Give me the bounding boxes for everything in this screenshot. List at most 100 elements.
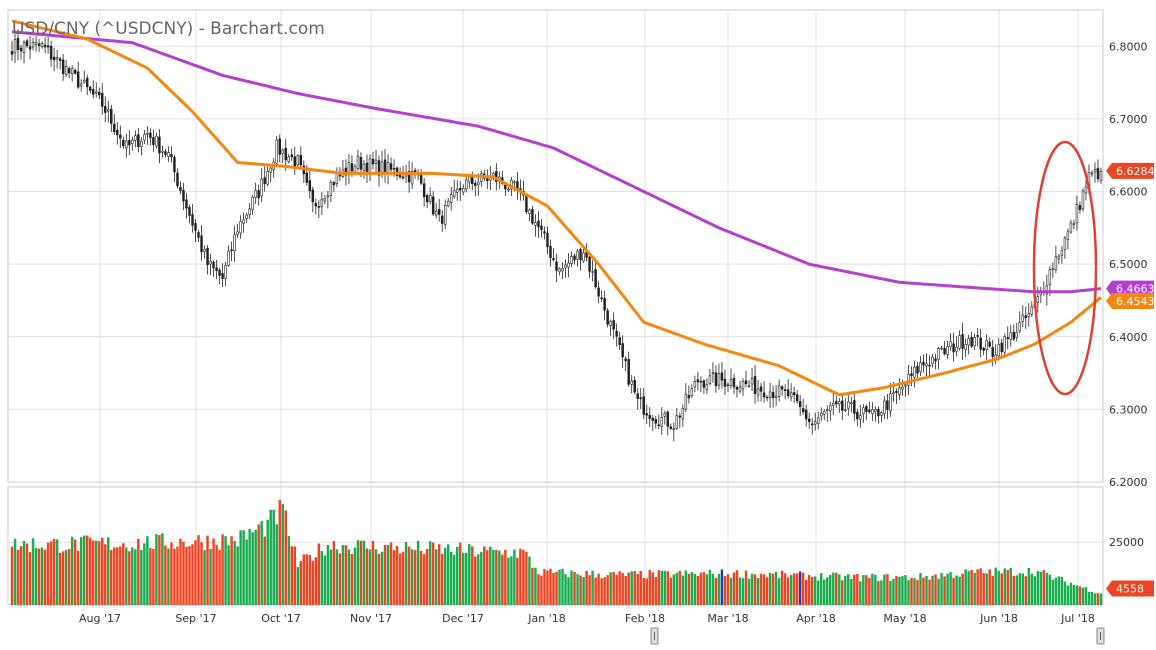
volume-bar — [443, 547, 447, 605]
candle — [949, 332, 952, 351]
candle-body-up — [567, 262, 570, 268]
candle-body-up — [576, 250, 579, 260]
volume-bar — [792, 573, 796, 605]
volume-bars — [10, 499, 1103, 605]
candle-body-down — [278, 138, 281, 155]
candle — [660, 407, 664, 435]
volume-bar — [874, 574, 877, 605]
volume-bar — [904, 575, 907, 605]
volume-bar — [492, 549, 495, 605]
volume-bar — [937, 578, 940, 605]
candle-body-down — [642, 396, 645, 415]
candle-body-up — [940, 347, 943, 350]
candle — [209, 253, 212, 276]
candle-body-up — [813, 421, 817, 425]
volume-bar — [780, 570, 784, 605]
candle — [880, 411, 883, 423]
volume-bar — [480, 552, 483, 605]
candle-body-down — [868, 409, 871, 413]
candle — [913, 360, 916, 388]
candle-body-up — [254, 190, 257, 198]
candle-body-down — [52, 56, 56, 61]
candle — [155, 132, 158, 149]
candle — [158, 129, 161, 164]
ma-long-tag-label: 6.4663 — [1116, 283, 1155, 296]
candle-body-up — [756, 388, 760, 396]
candle — [826, 405, 829, 422]
volume-bar — [726, 574, 730, 605]
volume-bar — [1069, 582, 1073, 605]
candle — [537, 211, 540, 238]
candle — [58, 56, 62, 70]
candle-body-down — [910, 373, 913, 376]
volume-bar — [1027, 567, 1031, 605]
candle-body-down — [795, 394, 799, 402]
candle — [1006, 326, 1009, 350]
volume-bar — [317, 543, 321, 605]
volume-bar — [122, 543, 125, 605]
candle — [807, 412, 811, 429]
candle — [323, 195, 327, 205]
candle-body-down — [350, 163, 354, 172]
candle — [161, 145, 164, 158]
candle — [140, 137, 143, 156]
volume-bar — [1015, 575, 1019, 605]
candle — [326, 190, 330, 209]
candle — [645, 404, 648, 425]
candle — [708, 368, 712, 386]
volume-bar — [768, 572, 772, 605]
volume-bar — [801, 572, 805, 605]
candle — [434, 203, 438, 219]
scroll-handle-left[interactable] — [650, 627, 659, 645]
volume-bar — [365, 548, 369, 605]
candle-body-up — [40, 43, 44, 48]
volume-bar — [913, 578, 916, 605]
candle-body-up — [1018, 322, 1022, 332]
candle-body-up — [1099, 170, 1103, 181]
volume-bar — [347, 549, 351, 605]
candle-body-up — [819, 412, 823, 417]
candle-body-up — [296, 155, 300, 166]
candle — [149, 128, 152, 146]
candle-body-down — [666, 411, 670, 427]
candle-body-up — [675, 415, 679, 429]
volume-bar — [798, 571, 802, 605]
candle-body-up — [443, 205, 447, 225]
volume-bar — [338, 553, 342, 605]
candle-body-down — [170, 154, 173, 158]
volume-bar — [621, 573, 624, 605]
candle — [558, 267, 561, 276]
candle-body-up — [564, 264, 567, 269]
candle-body-down — [149, 132, 152, 139]
candle-body-up — [248, 208, 251, 215]
volume-bar — [735, 570, 739, 605]
volume-bar — [79, 537, 83, 605]
candle-body-up — [161, 150, 164, 153]
candle — [200, 225, 203, 261]
volume-bar — [883, 574, 886, 605]
volume-bar — [344, 545, 348, 605]
price-tick-label: 6.5000 — [1109, 258, 1148, 271]
volume-bar — [143, 543, 146, 605]
volume-bar — [606, 575, 609, 605]
candle-body-down — [877, 408, 880, 417]
volume-bar — [49, 541, 53, 605]
candle — [606, 308, 609, 328]
volume-bar — [98, 541, 101, 605]
candle-body-up — [660, 417, 664, 427]
candle — [236, 224, 239, 238]
candle — [594, 259, 597, 289]
volume-bar — [943, 576, 946, 605]
volume-bar — [167, 548, 170, 605]
candle — [798, 394, 802, 416]
candle-body-down — [28, 46, 32, 50]
candle-body-down — [43, 44, 47, 48]
candle-body-up — [465, 179, 468, 190]
candle — [137, 127, 140, 153]
candle — [443, 199, 447, 229]
candle-body-down — [76, 71, 80, 88]
candle-body-up — [269, 167, 272, 173]
candle-body-down — [1006, 337, 1009, 339]
candle — [1069, 219, 1073, 234]
scroll-handle-right[interactable] — [1096, 627, 1105, 645]
